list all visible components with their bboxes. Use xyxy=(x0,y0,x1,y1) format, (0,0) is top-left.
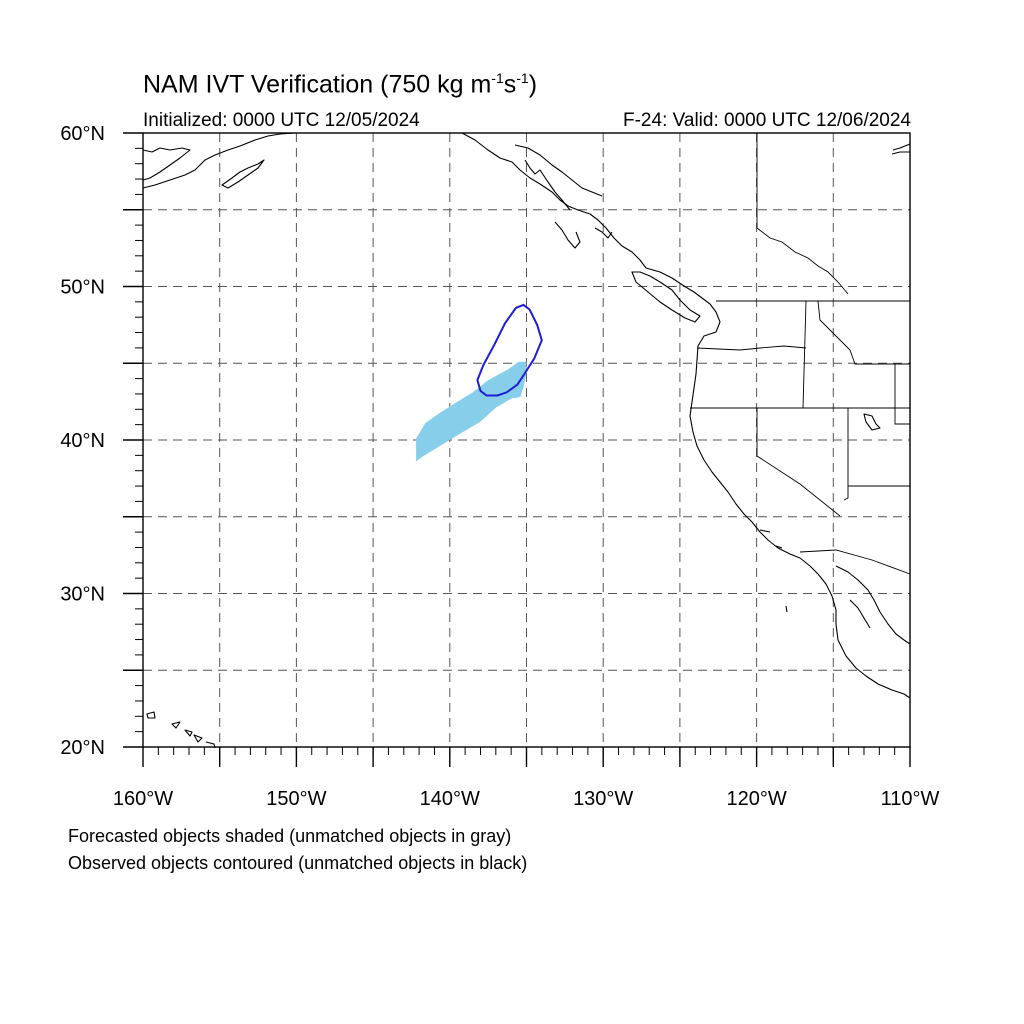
coastline-hawaii xyxy=(146,711,216,749)
y-tick-label: 60°N xyxy=(60,123,105,145)
coastline-bc-islands xyxy=(631,271,701,323)
coastline-guadalupe xyxy=(785,605,788,613)
y-tick-label: 40°N xyxy=(60,430,105,452)
coastline-northeast xyxy=(891,143,911,155)
y-tick-label: 50°N xyxy=(60,277,105,299)
border-ca-nv xyxy=(756,408,849,517)
coastline-panhandle-inner xyxy=(514,144,613,249)
border-alaska-canada xyxy=(756,133,849,295)
caption-observed: Observed objects contoured (unmatched ob… xyxy=(68,853,528,873)
y-tick-label: 30°N xyxy=(60,584,105,606)
grid-lines xyxy=(143,133,910,747)
coastline-west-coast xyxy=(645,267,911,699)
x-tick-label: 120°W xyxy=(726,788,786,810)
x-tick-label: 160°W xyxy=(113,788,173,810)
coastlines xyxy=(142,132,911,749)
border-wa-or xyxy=(696,345,807,351)
y-tick-label: 20°N xyxy=(60,737,105,759)
forecast-object xyxy=(416,361,527,462)
coastline-alaska-west xyxy=(142,132,296,189)
coastline-gulf-of-alaska xyxy=(461,132,647,269)
coastline-kodiak xyxy=(221,159,265,189)
major-ticks xyxy=(123,132,911,767)
chart-title: NAM IVT Verification (750 kg m-1s-1) xyxy=(143,70,538,99)
coastline-channel-islands xyxy=(759,529,783,549)
great-salt-lake xyxy=(863,413,881,431)
border-wy xyxy=(894,363,910,425)
x-tick-label: 140°W xyxy=(420,788,480,810)
observed-object xyxy=(476,303,543,397)
caption-forecast: Forecasted objects shaded (unmatched obj… xyxy=(68,826,512,846)
valid-label: F-24: Valid: 0000 UTC 12/06/2024 xyxy=(623,110,911,131)
political-borders xyxy=(690,133,911,575)
coastline-baja xyxy=(835,565,911,645)
x-tick-label: 110°W xyxy=(881,788,940,810)
y-axis-labels: 20°N 30°N 40°N 50°N 60°N xyxy=(60,123,105,759)
border-us-mexico xyxy=(799,549,911,575)
x-tick-label: 130°W xyxy=(573,788,633,810)
minor-ticks xyxy=(135,132,911,755)
x-tick-label: 150°W xyxy=(266,788,326,810)
border-id-west xyxy=(802,300,807,409)
border-id-mt xyxy=(817,300,895,365)
initialized-label: Initialized: 0000 UTC 12/05/2024 xyxy=(143,110,420,131)
x-axis-labels: 160°W 150°W 140°W 130°W 120°W 110°W xyxy=(113,788,940,810)
